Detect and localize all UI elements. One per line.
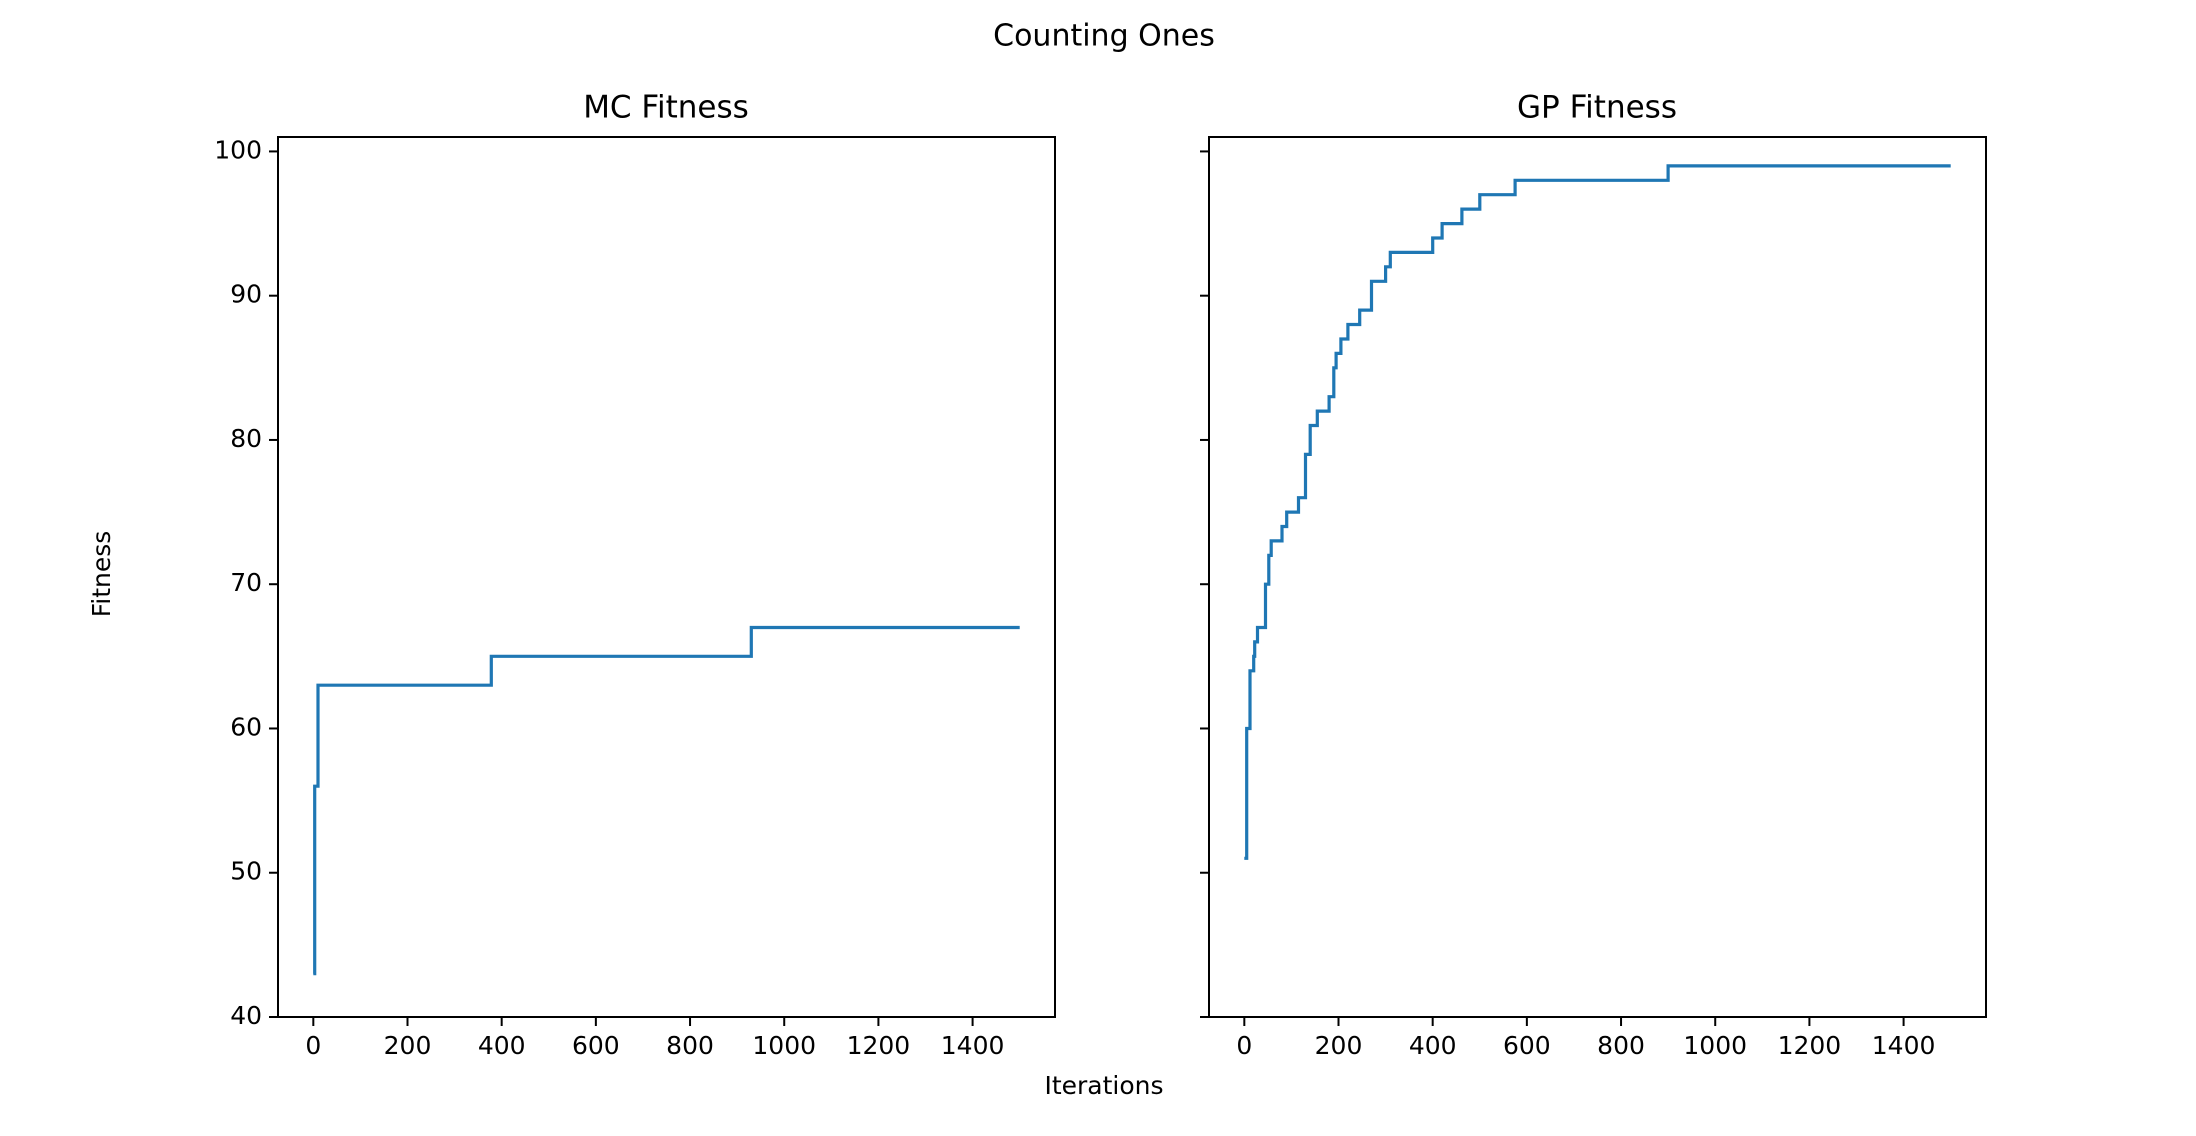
mc-fitness-title: MC Fitness <box>583 90 749 126</box>
mc-fitness-ytick-label: 40 <box>230 1001 262 1030</box>
mc-fitness-ytick-label: 50 <box>230 857 262 886</box>
mc-fitness-ticks: 0 200 400 600 800 1000 1200 1400 40 50 60 70 80 90 100 <box>214 135 1004 1060</box>
gp-fitness-frame <box>1208 136 1987 1018</box>
mc-fitness-xtick-label: 600 <box>572 1031 620 1060</box>
gp-fitness-title: GP Fitness <box>1517 90 1677 126</box>
gp-fitness-xtick-label: 0 <box>1236 1031 1252 1060</box>
mc-fitness-line <box>313 625 1020 976</box>
gp-fitness-xtick-label: 1000 <box>1683 1031 1747 1060</box>
mc-fitness-ytick-label: 70 <box>230 568 262 597</box>
gp-fitness-xtick-label: 400 <box>1409 1031 1457 1060</box>
gp-fitness-xtick-label: 1200 <box>1778 1031 1842 1060</box>
shared-xlabel: Iterations <box>1044 1071 1163 1100</box>
mc-fitness-axes: MC Fitness 0 200 400 600 800 1000 1200 1400 40 50… <box>214 90 1056 1060</box>
mc-fitness-ytick-label: 80 <box>230 424 262 453</box>
gp-fitness-axes: GP Fitness 0 200 400 600 800 1000 1200 1400 <box>1200 90 1987 1060</box>
mc-fitness-xtick-label: 1000 <box>752 1031 816 1060</box>
gp-fitness-xtick-label: 600 <box>1503 1031 1551 1060</box>
mc-fitness-xtick-label: 0 <box>305 1031 321 1060</box>
mc-fitness-ytick-label: 90 <box>230 280 262 309</box>
gp-fitness-xtick-label: 800 <box>1597 1031 1645 1060</box>
mc-fitness-xtick-label: 1200 <box>847 1031 911 1060</box>
gp-fitness-ticks: 0 200 400 600 800 1000 1200 1400 <box>1200 150 1936 1060</box>
mc-fitness-ytick-label: 60 <box>230 712 262 741</box>
mc-fitness-frame <box>277 136 1056 1018</box>
shared-ylabel: Fitness <box>87 531 116 618</box>
mc-fitness-xtick-label: 400 <box>478 1031 526 1060</box>
mc-fitness-xtick-label: 1400 <box>941 1031 1005 1060</box>
mc-fitness-xtick-label: 800 <box>666 1031 714 1060</box>
gp-fitness-xtick-label: 1400 <box>1872 1031 1936 1060</box>
mc-fitness-xtick-label: 200 <box>384 1031 432 1060</box>
gp-fitness-line <box>1244 164 1951 860</box>
gp-fitness-xtick-label: 200 <box>1315 1031 1363 1060</box>
figure-suptitle: Counting Ones <box>993 19 1215 54</box>
mc-fitness-ytick-label: 100 <box>214 135 262 164</box>
